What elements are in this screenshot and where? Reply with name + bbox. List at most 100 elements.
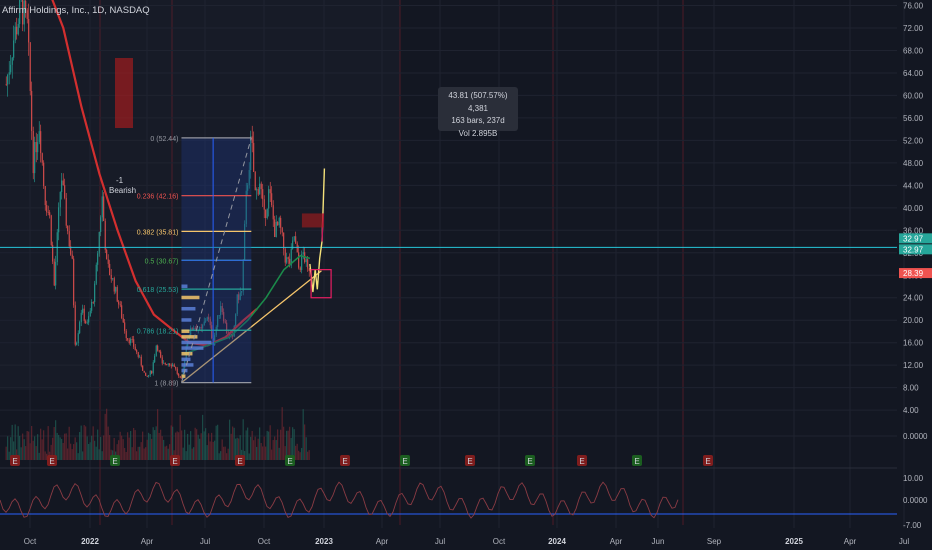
volume-bar: [235, 438, 237, 460]
volume-bar: [224, 446, 226, 460]
candle-body: [124, 322, 126, 331]
volume-bar: [92, 426, 94, 460]
volume-bar: [211, 432, 213, 460]
volume-bar: [292, 427, 294, 460]
volume-bar: [46, 453, 48, 460]
y-tick-label: 44.00: [903, 181, 924, 190]
candle-body: [181, 378, 183, 379]
volume-bar: [295, 445, 297, 460]
volume-bar: [221, 439, 223, 460]
volume-bar: [238, 438, 240, 460]
volume-bar: [118, 440, 120, 460]
volume-profile-bar: [181, 340, 212, 345]
volume-bar: [214, 440, 216, 460]
volume-bar: [28, 431, 30, 460]
target-zone-box: [310, 269, 332, 299]
candle-body: [40, 131, 42, 154]
candle-body: [164, 362, 166, 365]
volume-bar: [233, 427, 235, 460]
candle-body: [109, 263, 111, 276]
volume-bar: [220, 451, 222, 460]
volume-bar: [278, 447, 280, 460]
volume-bar: [89, 442, 91, 460]
y-tick-label: 8.00: [903, 384, 919, 393]
volume-bar: [248, 453, 250, 460]
x-tick-label: Apr: [141, 537, 154, 546]
volume-bar: [241, 449, 243, 460]
earnings-marker-label: E: [705, 457, 710, 466]
volume-bar: [209, 441, 211, 460]
candle-body: [121, 305, 123, 318]
volume-bar: [76, 442, 78, 460]
candle-body: [142, 365, 144, 371]
candle-body: [55, 262, 57, 286]
volume-bar: [202, 414, 204, 460]
candle-body: [61, 180, 63, 192]
earnings-marker-label: E: [402, 457, 407, 466]
candle-body: [64, 185, 66, 198]
signal-bearish-label: Bearish: [109, 186, 137, 195]
measure-bars: 163 bars, 237d: [451, 116, 505, 125]
candle-body: [166, 364, 168, 366]
volume-bar: [149, 434, 151, 460]
y-tick-label: 60.00: [903, 91, 924, 100]
volume-bar: [280, 429, 282, 460]
candle-body: [62, 180, 64, 186]
volume-bar: [272, 440, 274, 460]
volume-bar: [194, 427, 196, 460]
volume-bar: [178, 432, 180, 460]
volume-bar: [250, 436, 252, 460]
y-tick-label: 64.00: [903, 69, 924, 78]
volume-bar: [41, 439, 43, 460]
volume-bar: [176, 431, 178, 460]
y-tick-label: 76.00: [903, 2, 924, 11]
volume-bar: [7, 436, 9, 460]
volume-bar: [290, 437, 292, 460]
volume-bar: [226, 453, 228, 460]
volume-bar: [80, 425, 82, 460]
candle-body: [301, 254, 303, 270]
volume-bar: [50, 444, 52, 460]
volume-profile-bar: [181, 357, 191, 362]
candle-body: [148, 374, 150, 377]
supply-zone: [115, 58, 133, 128]
candle-body: [298, 252, 300, 268]
candle-body: [199, 327, 201, 331]
volume-bar: [116, 444, 118, 460]
candle-body: [131, 339, 133, 340]
y-tick-label: 52.00: [903, 136, 924, 145]
measure-tooltip: 43.81 (507.57%) 4,381 163 bars, 237d Vol…: [438, 87, 518, 138]
candle-body: [110, 275, 112, 280]
candle-body: [17, 23, 19, 35]
candle-body: [25, 0, 27, 11]
volume-bar: [58, 434, 60, 460]
candle-body: [139, 356, 141, 358]
candle-body: [76, 343, 78, 345]
supply-zone-recent: [301, 213, 324, 228]
volume-bar: [35, 446, 37, 460]
earnings-marker-label: E: [287, 457, 292, 466]
volume-bar: [305, 437, 307, 460]
candle-body: [278, 217, 280, 226]
candle-body: [193, 327, 195, 331]
volume-bar: [217, 424, 219, 460]
candle-body: [238, 294, 240, 300]
x-tick-label: Jul: [899, 537, 909, 546]
earnings-marker: [465, 455, 475, 466]
candle-body: [152, 362, 154, 374]
volume-bar: [107, 426, 109, 460]
volume-bar: [298, 450, 300, 460]
candle-body: [130, 339, 132, 344]
candle-body: [53, 261, 55, 286]
candle-body: [11, 57, 13, 65]
fib-level-label: 0.382 (35.81): [137, 229, 179, 236]
indicator-tick: -7.00: [903, 521, 922, 530]
volume-bar: [19, 435, 21, 460]
candle-body: [262, 189, 264, 200]
candle-body: [67, 225, 69, 232]
candle-body: [307, 259, 309, 269]
volume-bar: [25, 446, 27, 460]
candle-body: [224, 321, 226, 323]
volume-bar: [47, 426, 49, 460]
